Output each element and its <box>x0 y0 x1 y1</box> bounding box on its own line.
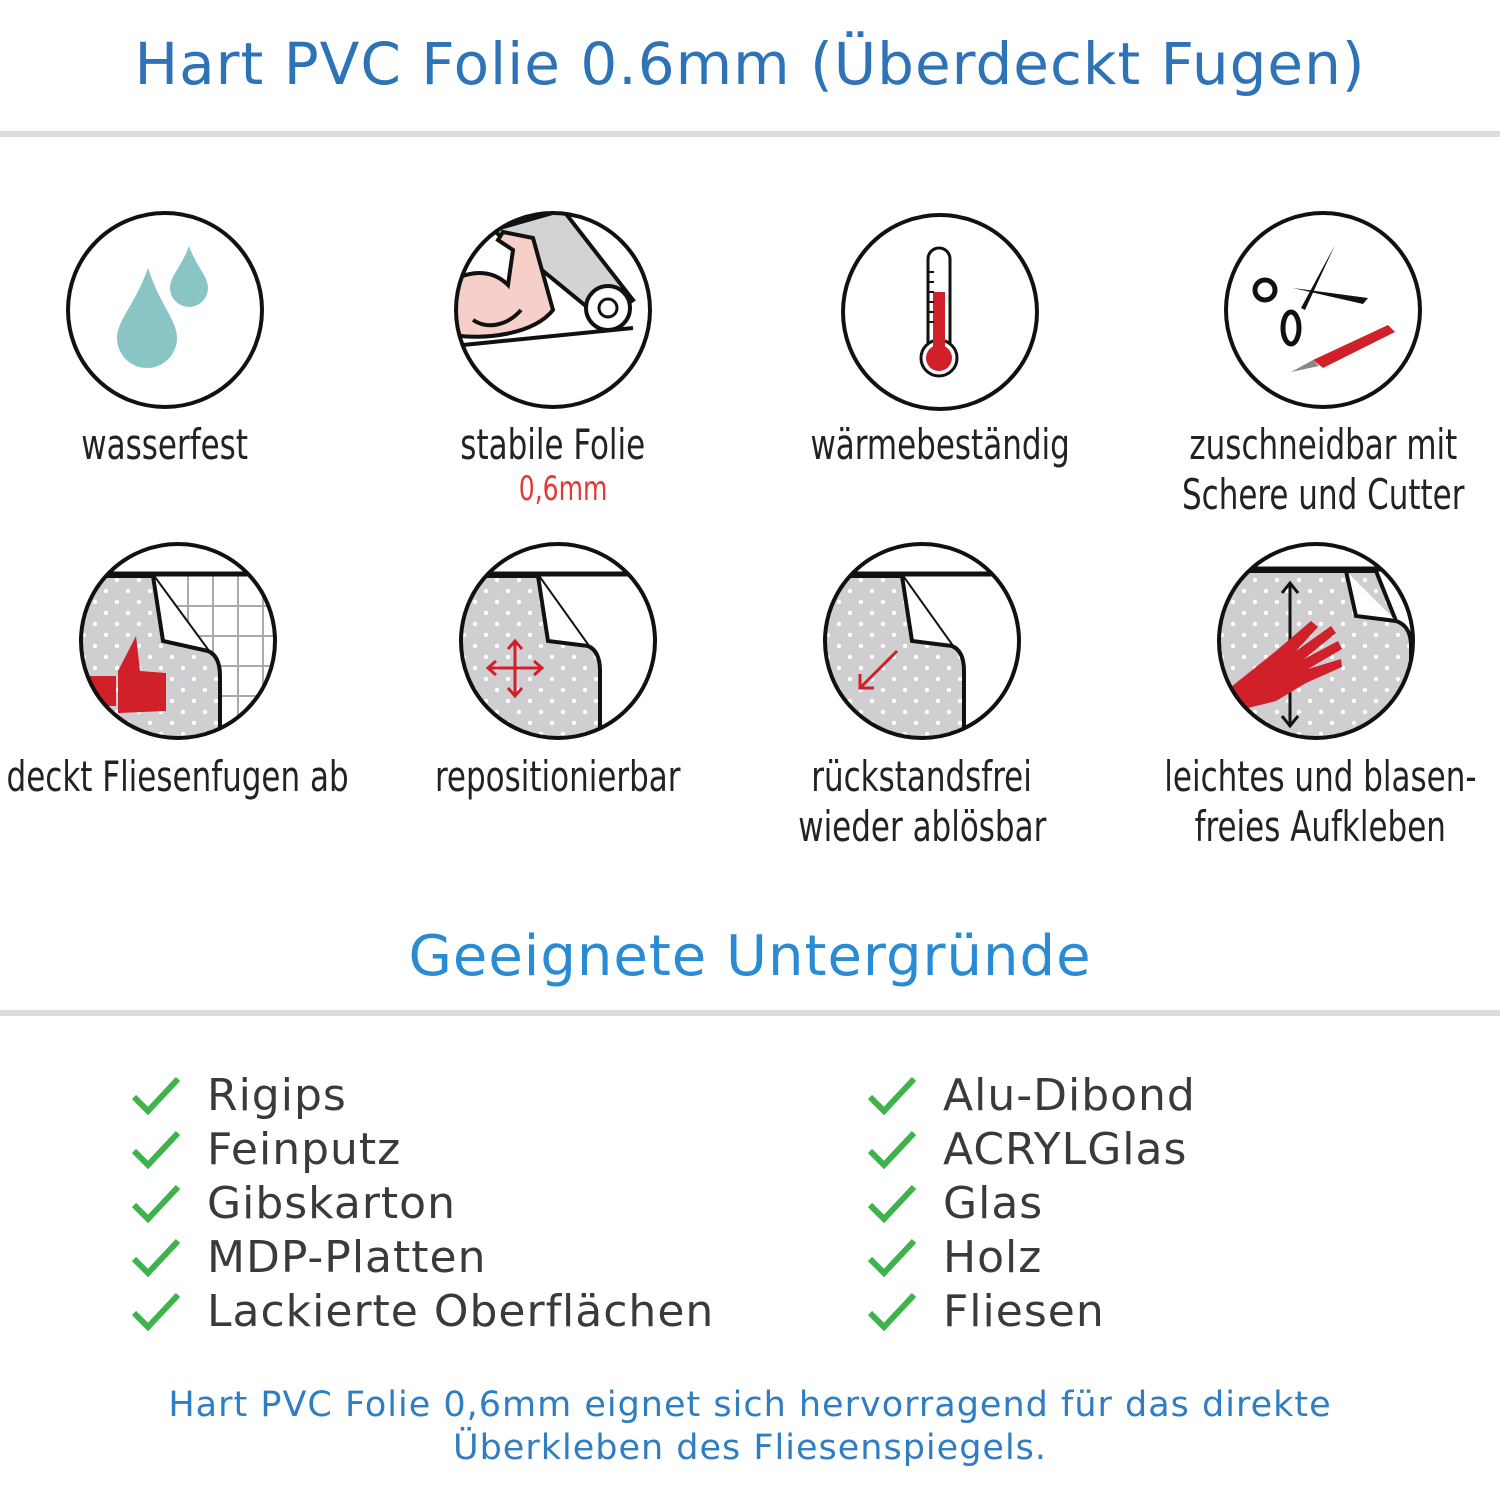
check-icon <box>131 1238 181 1278</box>
check-icon <box>867 1292 917 1332</box>
peel-arrow-icon <box>823 542 1021 740</box>
check-icon <box>867 1238 917 1278</box>
page-title: Hart PVC Folie 0.6mm (Überdeckt Fugen) <box>134 30 1366 98</box>
list-item: Alu-Dibond <box>866 1068 1196 1122</box>
move-arrows-icon <box>459 542 657 740</box>
scissors-cutter-icon <box>1224 211 1422 409</box>
feature-label: repositionierbar <box>435 752 681 801</box>
feature-label: wasserfest <box>81 420 249 469</box>
check-icon <box>131 1130 181 1170</box>
feature-label: wärmebeständig <box>810 420 1070 469</box>
surfaces-list-left: Rigips Feinputz Gibskarton MDP-Platten L… <box>130 1068 714 1338</box>
feature-label: zuschneidbar mit Schere und Cutter <box>1181 420 1465 519</box>
list-item: ACRYLGlas <box>866 1122 1196 1176</box>
list-item: Lackierte Oberflächen <box>130 1284 714 1338</box>
check-icon <box>867 1076 917 1116</box>
feature-label: rückstandsfrei wieder ablösbar <box>797 752 1047 851</box>
list-item: Holz <box>866 1230 1196 1284</box>
check-icon <box>867 1130 917 1170</box>
thermometer-icon <box>841 213 1039 411</box>
footer-line: Hart PVC Folie 0,6mm eignet sich hervorr… <box>168 1385 1332 1425</box>
list-item: MDP-Platten <box>130 1230 714 1284</box>
list-item: Feinputz <box>130 1122 714 1176</box>
divider <box>0 1010 1500 1016</box>
footer-note: Hart PVC Folie 0,6mm eignet sich hervorr… <box>0 1384 1500 1470</box>
list-item: Glas <box>866 1176 1196 1230</box>
feature-label: leichtes und blasen-freies Aufkleben <box>1163 752 1477 851</box>
check-icon <box>867 1184 917 1224</box>
water-drops-icon <box>66 211 264 409</box>
feature-note: 0,6mm <box>518 469 608 509</box>
divider <box>0 131 1500 137</box>
check-icon <box>131 1292 181 1332</box>
hand-smoothing-icon <box>1217 542 1415 740</box>
check-icon <box>131 1076 181 1116</box>
thumbs-up-tiles-icon <box>79 542 277 740</box>
check-icon <box>131 1184 181 1224</box>
feature-label: stabile Folie <box>460 420 646 469</box>
strong-arm-foil-roll-icon <box>454 211 652 409</box>
footer-line: Überkleben des Fliesenspiegels. <box>452 1428 1048 1468</box>
list-item: Gibskarton <box>130 1176 714 1230</box>
list-item: Fliesen <box>866 1284 1196 1338</box>
feature-label: deckt Fliesenfugen ab <box>6 752 350 801</box>
list-item: Rigips <box>130 1068 714 1122</box>
surfaces-list-right: Alu-Dibond ACRYLGlas Glas Holz Fliesen <box>866 1068 1196 1338</box>
section-title: Geeignete Untergründe <box>408 924 1092 989</box>
